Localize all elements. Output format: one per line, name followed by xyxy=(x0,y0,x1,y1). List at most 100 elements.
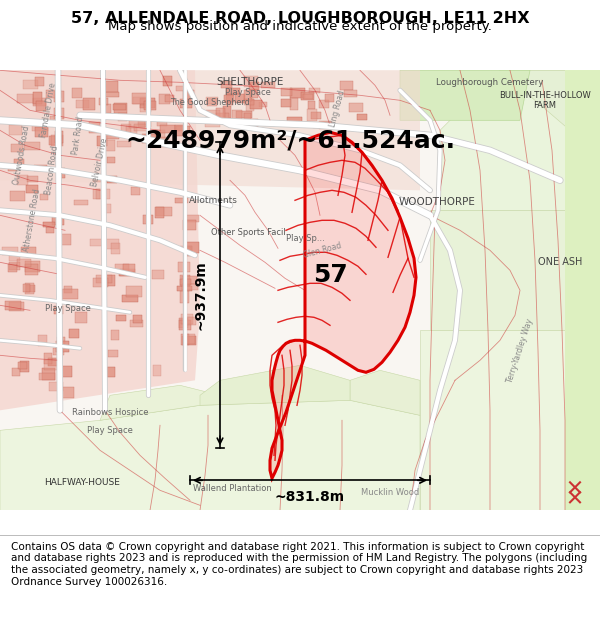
Bar xyxy=(91,173,98,178)
Bar xyxy=(290,98,298,110)
Text: ONE ASH: ONE ASH xyxy=(538,258,582,268)
Bar xyxy=(26,285,35,292)
Bar xyxy=(133,315,142,322)
Text: Glen Road: Glen Road xyxy=(302,241,342,260)
Bar xyxy=(89,121,100,133)
Bar xyxy=(53,306,62,314)
Bar xyxy=(64,286,71,293)
Bar xyxy=(180,99,193,107)
Polygon shape xyxy=(565,70,600,510)
Bar xyxy=(249,82,259,89)
Bar xyxy=(50,116,59,125)
Bar xyxy=(308,101,315,109)
Bar xyxy=(125,126,137,138)
Bar xyxy=(226,94,233,105)
Bar xyxy=(319,121,331,129)
Text: Atherstone Road: Atherstone Road xyxy=(22,188,42,253)
Bar xyxy=(25,261,40,272)
Bar xyxy=(157,117,167,126)
Text: SHELTHORPE: SHELTHORPE xyxy=(217,78,284,88)
Bar xyxy=(311,112,322,119)
Bar xyxy=(244,76,258,87)
Text: Play Space: Play Space xyxy=(45,304,91,312)
Bar xyxy=(160,125,175,133)
Bar xyxy=(261,81,275,88)
Bar xyxy=(107,176,117,183)
Bar xyxy=(130,320,143,327)
Bar xyxy=(250,100,262,109)
Bar xyxy=(182,276,197,284)
Polygon shape xyxy=(440,70,600,210)
Bar xyxy=(2,248,19,255)
Bar xyxy=(97,136,107,146)
Bar xyxy=(357,114,367,120)
Bar xyxy=(313,123,324,128)
Bar xyxy=(17,175,28,185)
Text: The Good Shepherd: The Good Shepherd xyxy=(170,98,250,107)
Bar xyxy=(113,104,125,110)
Bar xyxy=(183,334,194,344)
Text: Farndale Drive: Farndale Drive xyxy=(39,82,57,139)
Bar xyxy=(349,103,362,112)
Bar xyxy=(102,81,118,92)
Bar xyxy=(5,301,21,310)
Text: ~248979m²/~61.524ac.: ~248979m²/~61.524ac. xyxy=(125,128,455,152)
Bar xyxy=(205,119,220,127)
Polygon shape xyxy=(270,132,416,478)
Text: Beacon Road: Beacon Road xyxy=(44,145,60,196)
Text: ~831.8m: ~831.8m xyxy=(275,490,345,504)
Bar xyxy=(184,248,191,256)
Polygon shape xyxy=(400,70,530,120)
Text: 57: 57 xyxy=(313,263,347,288)
Bar xyxy=(184,318,196,325)
Bar xyxy=(182,336,196,345)
Text: 57, ALLENDALE ROAD, LOUGHBOROUGH, LE11 2HX: 57, ALLENDALE ROAD, LOUGHBOROUGH, LE11 2… xyxy=(71,11,529,26)
Bar xyxy=(103,104,111,113)
Bar xyxy=(101,204,111,213)
Bar xyxy=(34,165,47,171)
Bar xyxy=(54,91,64,102)
Bar xyxy=(52,215,64,224)
Bar xyxy=(51,136,63,146)
Bar xyxy=(118,113,127,121)
Bar xyxy=(163,76,172,86)
Bar xyxy=(76,101,89,107)
Bar xyxy=(120,269,135,276)
Bar xyxy=(232,109,242,121)
Bar xyxy=(108,350,118,357)
Bar xyxy=(18,362,27,369)
Polygon shape xyxy=(0,400,420,510)
Bar xyxy=(17,94,32,102)
Bar xyxy=(176,126,190,131)
Bar xyxy=(46,228,55,233)
Bar xyxy=(46,90,61,98)
Bar xyxy=(126,286,142,297)
Bar xyxy=(48,357,58,366)
Text: Outwoods Road: Outwoods Road xyxy=(13,125,32,186)
Bar xyxy=(287,117,302,125)
Bar xyxy=(115,264,128,271)
Bar xyxy=(140,105,151,112)
Bar xyxy=(176,86,187,91)
Polygon shape xyxy=(0,70,200,410)
Bar xyxy=(28,176,38,182)
Bar xyxy=(9,124,22,135)
Text: Mucklin Wood: Mucklin Wood xyxy=(361,488,419,497)
Bar xyxy=(244,90,253,101)
Bar xyxy=(121,124,131,136)
Bar xyxy=(140,99,155,108)
Bar xyxy=(244,113,251,119)
Bar xyxy=(245,119,258,127)
Bar xyxy=(44,353,52,364)
Bar xyxy=(179,318,188,328)
Bar xyxy=(58,366,73,377)
Bar xyxy=(40,194,48,201)
Bar xyxy=(93,189,100,199)
Text: Play Sp...: Play Sp... xyxy=(286,234,325,242)
Bar xyxy=(35,126,48,137)
Text: BULL-IN-THE-HOLLOW: BULL-IN-THE-HOLLOW xyxy=(499,91,591,100)
Bar xyxy=(184,214,199,222)
Bar xyxy=(107,367,115,377)
Bar xyxy=(10,191,25,201)
Text: Allotments: Allotments xyxy=(188,196,238,205)
